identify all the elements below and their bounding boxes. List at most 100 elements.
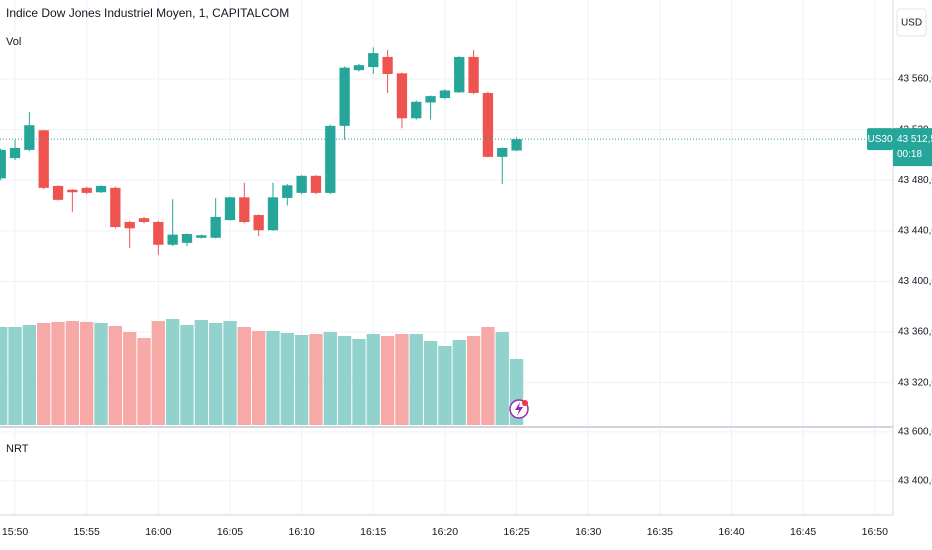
candle-body bbox=[224, 197, 236, 221]
volume-bar bbox=[366, 334, 380, 425]
volume-bar bbox=[409, 334, 423, 425]
x-tick-label: 16:45 bbox=[790, 526, 816, 538]
volume-bar bbox=[65, 321, 80, 425]
symbol-tag-bg bbox=[867, 128, 893, 151]
volume-bar bbox=[481, 327, 495, 425]
candle-body bbox=[468, 56, 479, 93]
candle-body bbox=[153, 221, 164, 245]
x-tick-label: 16:40 bbox=[718, 526, 744, 538]
volume-bar bbox=[37, 323, 51, 425]
candle-body bbox=[52, 185, 64, 200]
candle-body bbox=[353, 65, 365, 71]
volume-bar bbox=[280, 333, 294, 425]
x-tick-label: 16:10 bbox=[288, 526, 314, 538]
volume-bar bbox=[137, 338, 151, 425]
currency-label: USD bbox=[901, 18, 922, 29]
candle-body bbox=[167, 234, 178, 245]
last-price-label: 43 512,5 bbox=[897, 134, 932, 145]
volume-bar bbox=[194, 320, 208, 425]
volume-bar bbox=[80, 322, 94, 425]
grid bbox=[0, 0, 893, 515]
volume-bar bbox=[495, 332, 509, 425]
candle-body bbox=[339, 67, 350, 126]
time-axis-bg bbox=[0, 515, 932, 550]
candle-body bbox=[38, 130, 49, 188]
volume-bar bbox=[352, 339, 366, 425]
candle-body bbox=[282, 185, 293, 198]
candle-body bbox=[296, 175, 307, 193]
candle-body bbox=[196, 235, 207, 238]
candle-body bbox=[310, 175, 322, 193]
candle-layer bbox=[0, 47, 893, 255]
candle-body bbox=[9, 147, 21, 159]
y-tick-label: 43 400,0 bbox=[898, 476, 932, 487]
y-tick-label: 43 360,0 bbox=[898, 327, 932, 338]
candle-body bbox=[425, 96, 436, 103]
x-tick-label: 16:25 bbox=[503, 526, 529, 538]
y-tick-label: 43 400,0 bbox=[898, 276, 932, 287]
candle-body bbox=[411, 101, 422, 119]
x-tick-label: 16:00 bbox=[145, 526, 171, 538]
candle-body bbox=[368, 53, 379, 68]
volume-bar bbox=[309, 334, 323, 425]
candle-body bbox=[0, 149, 6, 179]
candle-body bbox=[95, 185, 107, 193]
countdown: 00:18 bbox=[897, 149, 922, 160]
chart-title: Indice Dow Jones Industriel Moyen, 1, CA… bbox=[6, 6, 289, 20]
axes: 15:50 15:55 16:00 16:05 16:10 16:15 16:20 16:25… bbox=[2, 74, 932, 538]
symbol-tag: US30 bbox=[867, 134, 892, 145]
volume-bar bbox=[395, 334, 409, 425]
candle-body bbox=[67, 189, 78, 193]
candle-body bbox=[497, 147, 508, 157]
x-tick-label: 16:15 bbox=[360, 526, 386, 538]
candle-body bbox=[181, 234, 193, 243]
x-tick-label: 16:50 bbox=[862, 526, 888, 538]
volume-bar bbox=[266, 331, 280, 425]
volume-bar bbox=[223, 321, 237, 425]
candle-body bbox=[253, 215, 264, 231]
volume-bar bbox=[438, 346, 452, 425]
volume-bar bbox=[423, 341, 438, 425]
alert-bolt bbox=[515, 402, 523, 416]
indicator-label: NRT bbox=[6, 443, 29, 455]
candle-body bbox=[267, 197, 279, 231]
candle-body bbox=[396, 73, 408, 119]
y-tick-label: 43 320,0 bbox=[898, 377, 932, 388]
candle-body bbox=[24, 125, 35, 150]
volume-bar bbox=[466, 336, 481, 425]
candle-body bbox=[382, 56, 393, 74]
volume-bar bbox=[323, 332, 337, 425]
last-price-bg bbox=[893, 128, 932, 167]
volume-bar bbox=[452, 340, 466, 425]
x-tick-label: 15:55 bbox=[74, 526, 100, 538]
volume-bar bbox=[0, 327, 8, 425]
x-tick-label: 16:05 bbox=[217, 526, 243, 538]
x-tick-label: 16:20 bbox=[432, 526, 458, 538]
candle-body bbox=[239, 197, 250, 222]
y-tick-label: 43 600,0 bbox=[898, 427, 932, 438]
candle-body bbox=[210, 216, 221, 238]
volume-bar bbox=[294, 335, 309, 425]
volume-bar bbox=[166, 319, 180, 425]
volume-bar bbox=[22, 325, 37, 425]
volume-bar bbox=[208, 323, 223, 425]
volume-bar bbox=[94, 323, 108, 425]
volume-bar bbox=[51, 322, 65, 425]
x-tick-label: 16:35 bbox=[647, 526, 673, 538]
volume-bar bbox=[237, 327, 251, 425]
currency-button[interactable] bbox=[896, 8, 927, 37]
volume-layer bbox=[0, 319, 524, 425]
candle-body bbox=[138, 218, 150, 222]
volume-bar bbox=[337, 336, 352, 425]
candle-body bbox=[325, 125, 336, 193]
candle-body bbox=[454, 56, 465, 93]
y-tick-label: 43 440,0 bbox=[898, 225, 932, 236]
volume-bar bbox=[8, 327, 22, 425]
volume-label: Vol bbox=[6, 36, 21, 48]
candle-body bbox=[110, 187, 121, 228]
volume-bar bbox=[151, 321, 166, 425]
y-tick-label: 43 480,0 bbox=[898, 175, 932, 186]
volume-bar bbox=[180, 325, 194, 425]
alert-dot bbox=[522, 400, 528, 406]
